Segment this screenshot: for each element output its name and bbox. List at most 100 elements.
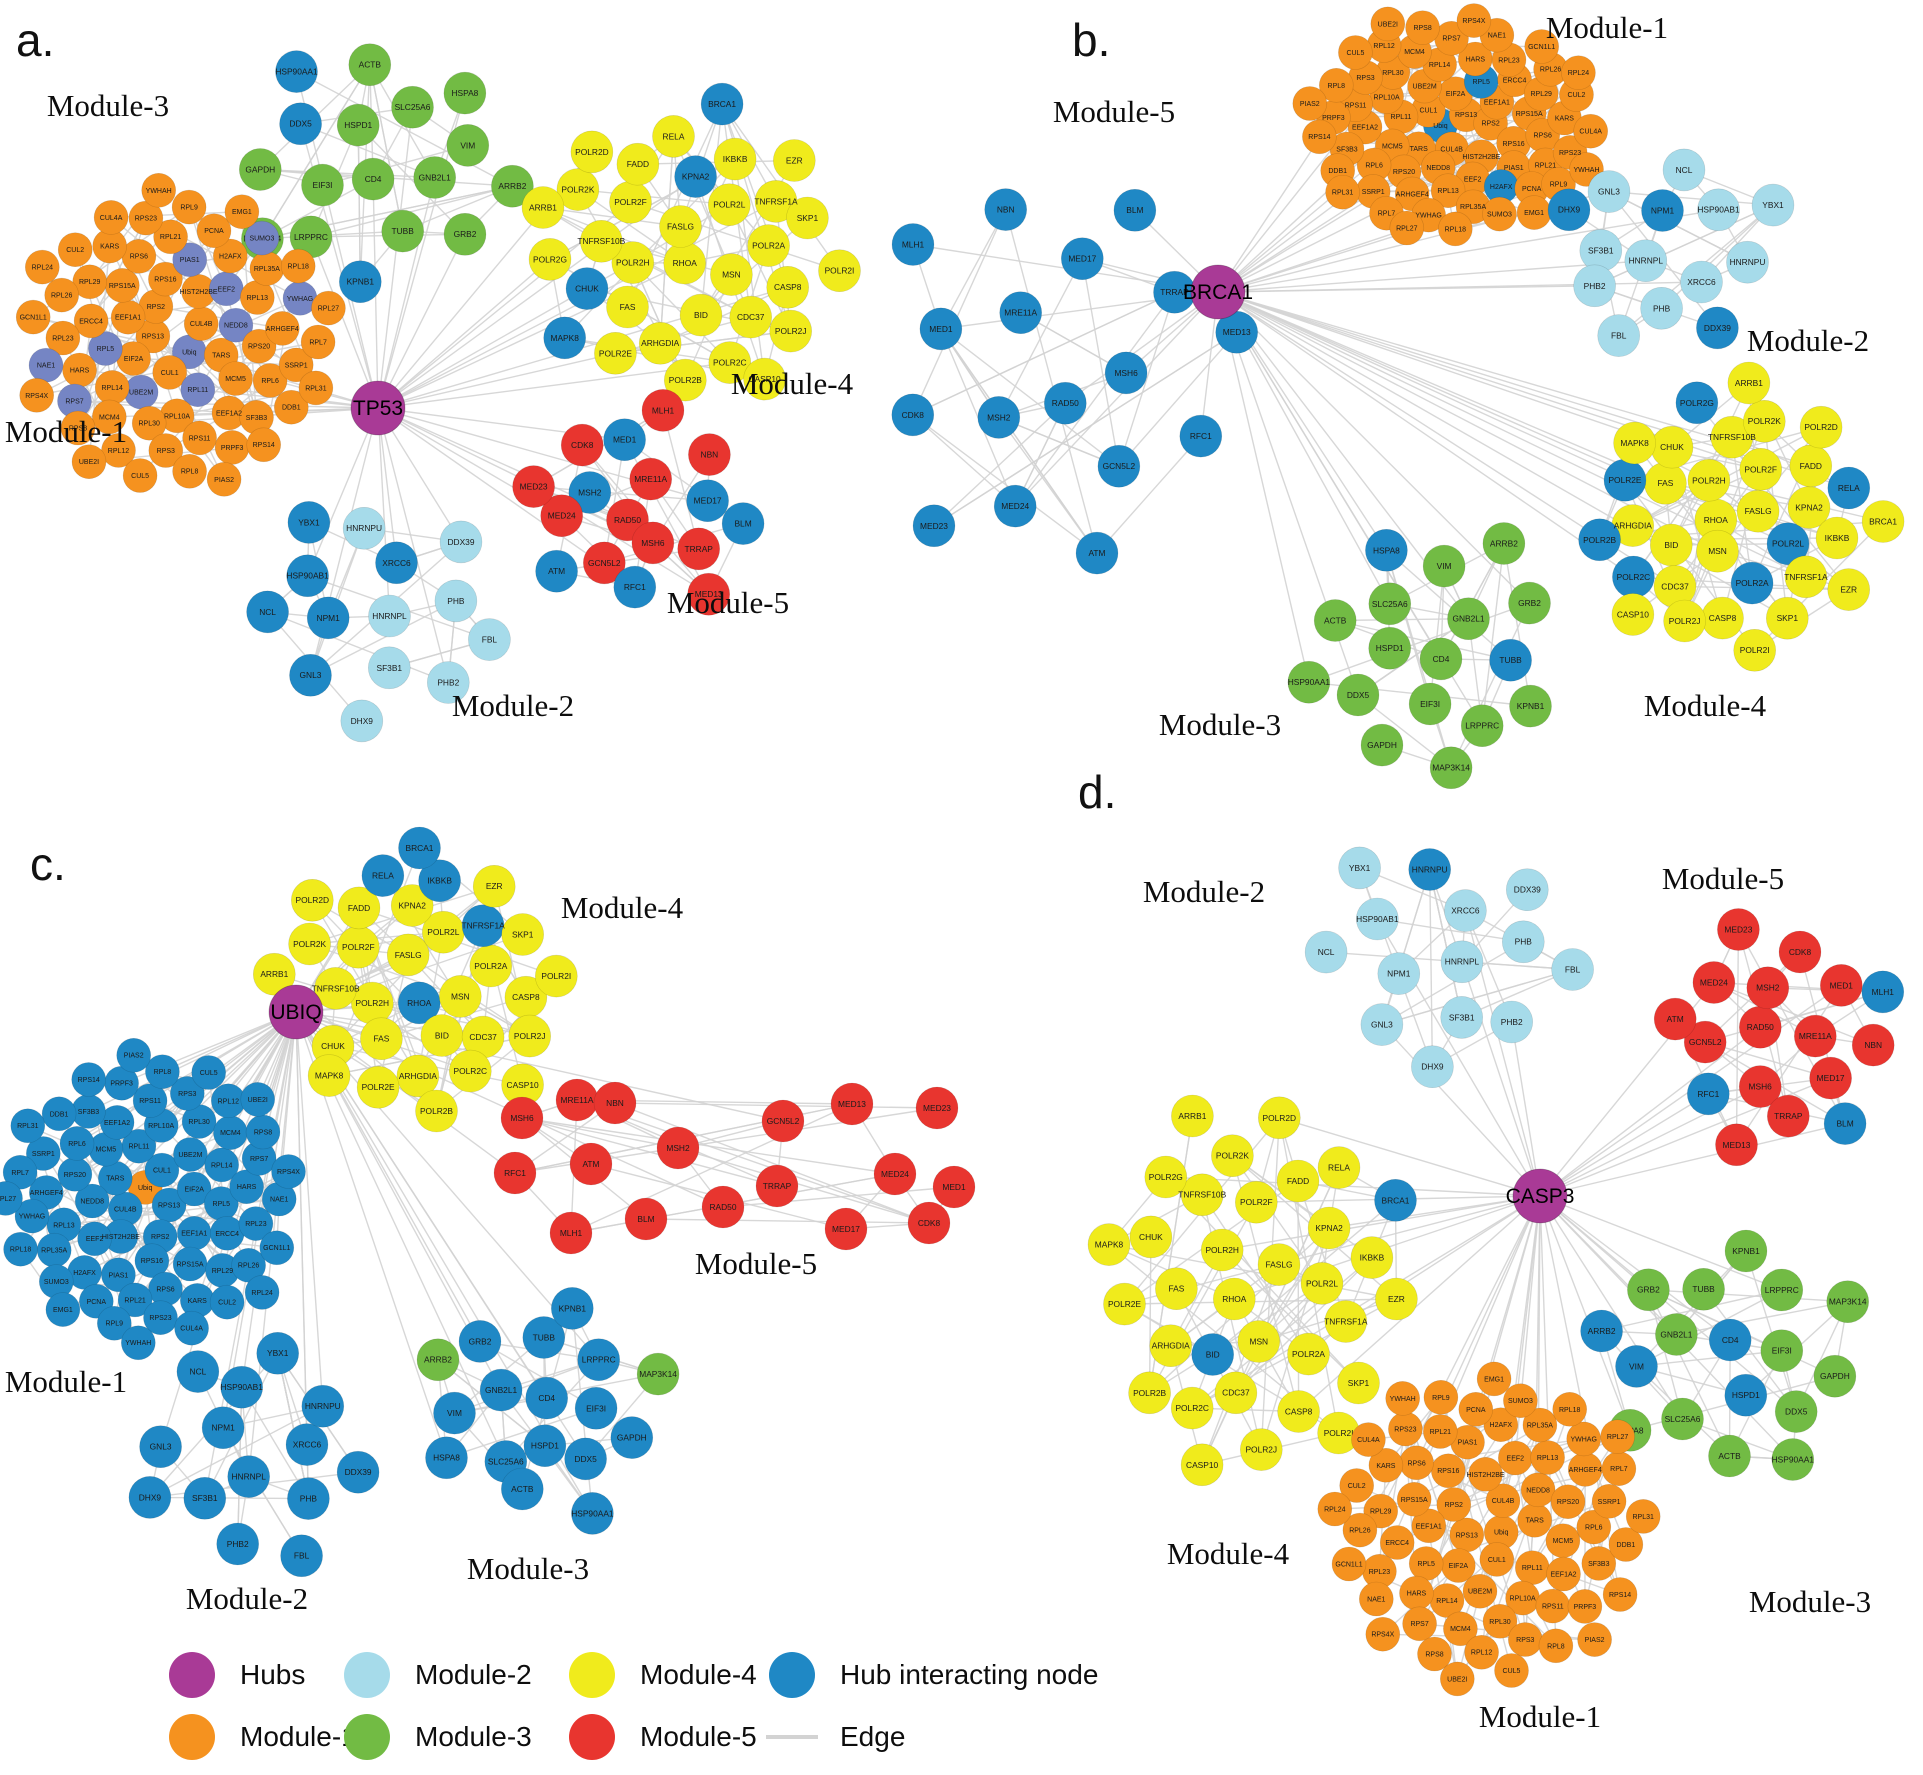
edge bbox=[912, 414, 1098, 554]
node-label: UBE2I bbox=[248, 1097, 268, 1104]
node-label: RPL18 bbox=[287, 264, 309, 271]
node-label: MCM5 bbox=[225, 376, 246, 383]
node-label: RPS14 bbox=[1308, 134, 1330, 141]
node-RPL27 bbox=[311, 290, 346, 326]
node-label: RAD50 bbox=[1052, 398, 1079, 408]
node-label: KPNB1 bbox=[1732, 1246, 1760, 1256]
module-label-a-module-1: Module-1 bbox=[5, 414, 127, 449]
node-ACTB bbox=[500, 1467, 544, 1511]
edge bbox=[1297, 1180, 1347, 1322]
node-label: RPL26 bbox=[1540, 67, 1562, 74]
node-POLR2K bbox=[288, 922, 331, 966]
node-label: FASLG bbox=[395, 950, 422, 960]
node-label: H2AFX bbox=[1490, 184, 1513, 191]
module-module-4-c: RHOA FASLG MSN POLR2H POLR2L BID POLR2F POLR2A F… bbox=[252, 826, 578, 1133]
node-label: RAD50 bbox=[614, 515, 641, 525]
node-ACTB bbox=[1708, 1434, 1751, 1478]
node-EEF1A1 bbox=[1411, 1508, 1447, 1544]
node-ARHGDIA bbox=[1149, 1324, 1192, 1367]
node-label: FASLG bbox=[667, 221, 694, 231]
node-MED17 bbox=[1809, 1056, 1852, 1100]
edge bbox=[1608, 190, 1774, 206]
hub-edge bbox=[1539, 1195, 1731, 1341]
hub-node-ubiq bbox=[268, 984, 324, 1040]
node-POLR2F bbox=[1235, 1180, 1278, 1224]
module-module-5-b: RAD50 MRE11A MSH6 MSH2 MED17 GCN5L2 MED1 TRRAP M… bbox=[891, 188, 1258, 575]
node-label: TARS bbox=[106, 1176, 124, 1183]
node-CUL2 bbox=[57, 232, 93, 267]
node-RPS15A bbox=[1396, 1482, 1432, 1517]
node-TUBB bbox=[1682, 1268, 1725, 1311]
node-RPL13 bbox=[1530, 1440, 1565, 1475]
node-CUL4A bbox=[1573, 113, 1608, 149]
node-CUL5 bbox=[191, 1055, 226, 1090]
node-RPL18 bbox=[1438, 211, 1473, 247]
node-label: MAPK8 bbox=[550, 333, 579, 343]
node-YBX1 bbox=[1751, 183, 1795, 227]
node-label: POLR2G bbox=[1680, 398, 1714, 408]
node-CD4 bbox=[351, 157, 395, 201]
legend-swatch-module-4 bbox=[569, 1652, 615, 1698]
module-module-2-c: HNRNPL NPM1 XRCC6 SF3B1 HSP90AB1 PHB GNL3 HNRNP… bbox=[128, 1332, 380, 1578]
edge bbox=[940, 328, 1120, 467]
node-RPL18 bbox=[280, 248, 316, 284]
hub-edge bbox=[1217, 285, 1595, 293]
node-label: RPL31 bbox=[17, 1123, 39, 1130]
node-label: POLR2K bbox=[293, 939, 326, 949]
node-UBE2I bbox=[1370, 6, 1406, 42]
node-SF3B1 bbox=[367, 646, 411, 690]
node-POLR2B bbox=[663, 358, 707, 402]
node-label: EEF1A1 bbox=[115, 315, 141, 322]
node-FASLG bbox=[659, 205, 702, 248]
node-label: RPS13 bbox=[158, 1202, 180, 1209]
node-label: TNFRSF1A bbox=[461, 921, 505, 931]
node-label: PCNA bbox=[87, 1299, 107, 1306]
node-label: RPL31 bbox=[305, 385, 327, 392]
node-GNL3 bbox=[1360, 1003, 1404, 1046]
node-RPS3 bbox=[148, 433, 184, 468]
node-DDX39 bbox=[1506, 868, 1549, 912]
node-label: DHX9 bbox=[139, 1492, 162, 1502]
node-UBE2I bbox=[1440, 1661, 1475, 1697]
node-EZR bbox=[1827, 568, 1870, 611]
module-label-b-module-3: Module-3 bbox=[1159, 707, 1281, 742]
node-YWHAG bbox=[14, 1198, 50, 1234]
node-YWHAH bbox=[1385, 1381, 1420, 1416]
node-PIAS1 bbox=[172, 242, 207, 278]
edge bbox=[1335, 619, 1511, 661]
node-label: HNRNPU bbox=[305, 1401, 341, 1411]
node-TRRAP bbox=[755, 1164, 799, 1208]
node-MED1 bbox=[932, 1165, 976, 1209]
node-label: RPS3 bbox=[1356, 75, 1374, 82]
node-label: MSH6 bbox=[1114, 368, 1138, 378]
node-label: RPL11 bbox=[1391, 114, 1412, 121]
node-label: TRRAP bbox=[763, 1181, 792, 1191]
node-RPL23 bbox=[45, 320, 81, 356]
node-EIF3I bbox=[1760, 1329, 1804, 1372]
module-label-a-module-2: Module-2 bbox=[452, 688, 574, 723]
node-POLR2H bbox=[1687, 458, 1731, 502]
node-HSP90AA1 bbox=[571, 1492, 614, 1535]
node-label: POLR2F bbox=[614, 197, 647, 207]
node-HSPA8 bbox=[443, 71, 487, 115]
node-label: RPL21 bbox=[160, 234, 182, 241]
edge bbox=[1005, 209, 1098, 554]
edge bbox=[296, 70, 513, 187]
node-TUBB bbox=[1489, 638, 1532, 682]
node-label: HNRNPL bbox=[1629, 256, 1664, 266]
edge bbox=[521, 1117, 679, 1149]
node-POLR2F bbox=[1739, 447, 1782, 491]
node-CUL1 bbox=[1479, 1542, 1515, 1577]
node-KPNB1 bbox=[338, 260, 382, 304]
node-PIAS2 bbox=[1292, 86, 1328, 121]
node-TRRAP bbox=[1767, 1094, 1810, 1138]
node-label: RPS2 bbox=[1445, 1502, 1463, 1509]
node-label: YBX1 bbox=[298, 517, 320, 527]
node-label: RPL18 bbox=[1559, 1407, 1581, 1414]
node-label: SSRP1 bbox=[32, 1151, 55, 1158]
node-label: HARS bbox=[70, 367, 90, 374]
node-TNFRSF1A bbox=[1784, 555, 1828, 599]
node-label: RPL29 bbox=[1370, 1509, 1392, 1516]
node-label: PRPF3 bbox=[221, 445, 244, 452]
node-PCNA bbox=[1458, 1392, 1494, 1427]
